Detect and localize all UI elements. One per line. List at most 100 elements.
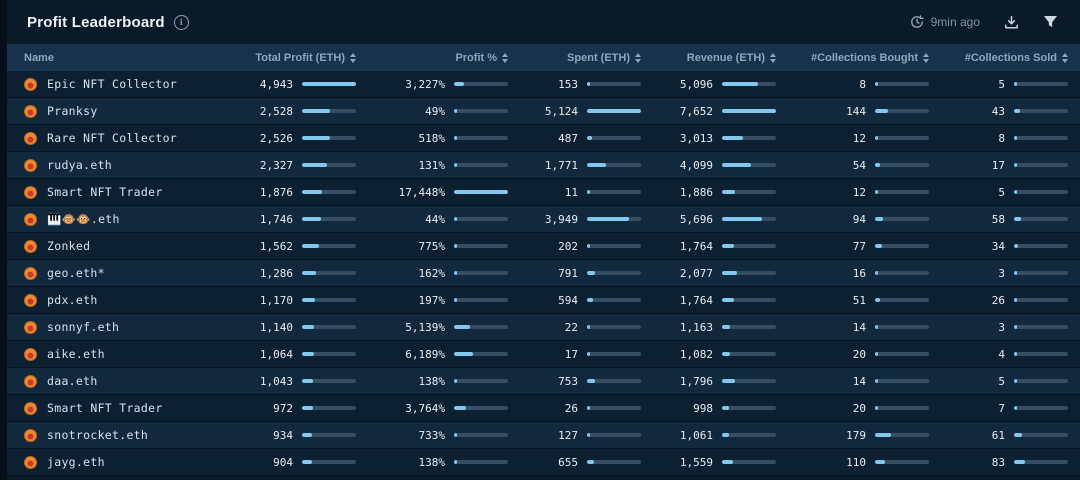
- cell-collections_bought: 20: [776, 348, 929, 361]
- metric-bar: [454, 109, 508, 113]
- filter-icon[interactable]: [1043, 15, 1058, 29]
- cell-collections_sold: 61: [929, 429, 1068, 442]
- table-row[interactable]: snotrocket.eth 934 733% 127 1,061 179 61: [7, 422, 1080, 449]
- trader-name[interactable]: Rare NFT Collector: [47, 131, 178, 145]
- info-icon[interactable]: i: [173, 14, 189, 30]
- cell-profit_pct: 5,139%: [356, 321, 508, 334]
- table-row[interactable]: Smart NFT Trader 972 3,764% 26 998 20 7: [7, 395, 1080, 422]
- trader-name[interactable]: geo.eth*: [47, 266, 105, 280]
- table-row[interactable]: aike.eth 1,064 6,189% 17 1,082 20 4: [7, 341, 1080, 368]
- metric-bar: [1014, 406, 1068, 410]
- cell-name: Rare NFT Collector: [24, 131, 224, 145]
- cell-profit_pct: 775%: [356, 240, 508, 253]
- cell-total_profit: 1,286: [224, 267, 356, 280]
- cell-collections_bought: 8: [776, 78, 929, 91]
- metric-bar: [1014, 136, 1068, 140]
- trader-name[interactable]: Zonked: [47, 239, 91, 253]
- cell-collections_sold: 58: [929, 213, 1068, 226]
- cell-name: jayg.eth: [24, 455, 224, 469]
- cell-collections_sold: 34: [929, 240, 1068, 253]
- column-header-collections-bought[interactable]: #Collections Bought: [776, 52, 929, 64]
- table-row[interactable]: Smart NFT Trader 1,876 17,448% 11 1,886 …: [7, 179, 1080, 206]
- metric-bar: [302, 244, 356, 248]
- column-header-profit-pct[interactable]: Profit %: [356, 52, 508, 64]
- metric-bar: [875, 271, 929, 275]
- last-updated[interactable]: 9min ago: [910, 15, 980, 29]
- cell-name: pdx.eth: [24, 293, 224, 307]
- metric-bar: [454, 352, 508, 356]
- cell-revenue: 5,096: [641, 78, 776, 91]
- trader-name[interactable]: Epic NFT Collector: [47, 77, 178, 91]
- trader-name[interactable]: Pranksy: [47, 104, 98, 118]
- cell-collections_bought: 77: [776, 240, 929, 253]
- table-row[interactable]: Epic NFT Collector 4,943 3,227% 153 5,09…: [7, 71, 1080, 98]
- trader-emoji-icon: [24, 104, 37, 118]
- cell-collections_sold: 43: [929, 105, 1068, 118]
- metric-bar: [587, 298, 641, 302]
- table-row[interactable]: 🎹🐵🐵.eth 1,746 44% 3,949 5,696 94 58: [7, 206, 1080, 233]
- metric-bar: [1014, 379, 1068, 383]
- cell-revenue: 5,696: [641, 213, 776, 226]
- trader-emoji-icon: [24, 401, 37, 415]
- cell-total_profit: 934: [224, 429, 356, 442]
- cell-total_profit: 2,526: [224, 132, 356, 145]
- panel-header: Profit Leaderboard i 9min ago: [7, 0, 1080, 44]
- trader-emoji-icon: [24, 185, 37, 199]
- table-body: Epic NFT Collector 4,943 3,227% 153 5,09…: [7, 71, 1080, 476]
- table-header-row: Name Total Profit (ETH) Profit % Spent (…: [7, 44, 1080, 71]
- table-row[interactable]: Pranksy 2,528 49% 5,124 7,652 144 43: [7, 98, 1080, 125]
- trader-name[interactable]: snotrocket.eth: [47, 428, 149, 442]
- metric-bar: [302, 433, 356, 437]
- table-row[interactable]: geo.eth* 1,286 162% 791 2,077 16 3: [7, 260, 1080, 287]
- table-row[interactable]: Zonked 1,562 775% 202 1,764 77 34: [7, 233, 1080, 260]
- table-row[interactable]: jayg.eth 904 138% 655 1,559 110 83: [7, 449, 1080, 476]
- cell-total_profit: 1,064: [224, 348, 356, 361]
- trader-name[interactable]: 🎹🐵🐵.eth: [47, 212, 120, 226]
- sort-icon: [923, 52, 929, 63]
- cell-name: 🎹🐵🐵.eth: [24, 212, 224, 226]
- metric-bar: [454, 244, 508, 248]
- cell-total_profit: 2,327: [224, 159, 356, 172]
- table-row[interactable]: daa.eth 1,043 138% 753 1,796 14 5: [7, 368, 1080, 395]
- metric-bar: [1014, 460, 1068, 464]
- trader-emoji-icon: [24, 266, 37, 280]
- metric-bar: [875, 217, 929, 221]
- trader-emoji-icon: [24, 212, 37, 226]
- column-header-total-profit[interactable]: Total Profit (ETH): [224, 52, 356, 64]
- cell-total_profit: 4,943: [224, 78, 356, 91]
- trader-name[interactable]: Smart NFT Trader: [47, 185, 163, 199]
- trader-name[interactable]: aike.eth: [47, 347, 105, 361]
- cell-total_profit: 1,170: [224, 294, 356, 307]
- cell-total_profit: 2,528: [224, 105, 356, 118]
- metric-bar: [454, 271, 508, 275]
- cell-name: snotrocket.eth: [24, 428, 224, 442]
- cell-collections_sold: 83: [929, 456, 1068, 469]
- trader-emoji-icon: [24, 347, 37, 361]
- metric-bar: [587, 163, 641, 167]
- table-row[interactable]: rudya.eth 2,327 131% 1,771 4,099 54 17: [7, 152, 1080, 179]
- metric-bar: [454, 406, 508, 410]
- trader-name[interactable]: sonnyf.eth: [47, 320, 120, 334]
- metric-bar: [587, 136, 641, 140]
- metric-bar: [302, 190, 356, 194]
- download-icon[interactable]: [1004, 15, 1019, 30]
- cell-profit_pct: 3,764%: [356, 402, 508, 415]
- column-header-revenue[interactable]: Revenue (ETH): [641, 52, 776, 64]
- trader-name[interactable]: daa.eth: [47, 374, 98, 388]
- cell-revenue: 1,559: [641, 456, 776, 469]
- cell-revenue: 2,077: [641, 267, 776, 280]
- cell-collections_bought: 20: [776, 402, 929, 415]
- column-header-spent[interactable]: Spent (ETH): [508, 52, 641, 64]
- refresh-clock-icon[interactable]: [910, 15, 924, 29]
- trader-name[interactable]: Smart NFT Trader: [47, 401, 163, 415]
- trader-name[interactable]: rudya.eth: [47, 158, 113, 172]
- column-header-collections-sold[interactable]: #Collections Sold: [929, 52, 1068, 64]
- table-row[interactable]: sonnyf.eth 1,140 5,139% 22 1,163 14 3: [7, 314, 1080, 341]
- table-row[interactable]: Rare NFT Collector 2,526 518% 487 3,013 …: [7, 125, 1080, 152]
- table-row[interactable]: pdx.eth 1,170 197% 594 1,764 51 26: [7, 287, 1080, 314]
- trader-name[interactable]: jayg.eth: [47, 455, 105, 469]
- column-header-name[interactable]: Name: [24, 51, 54, 64]
- trader-name[interactable]: pdx.eth: [47, 293, 98, 307]
- metric-bar: [454, 82, 508, 86]
- metric-bar: [587, 271, 641, 275]
